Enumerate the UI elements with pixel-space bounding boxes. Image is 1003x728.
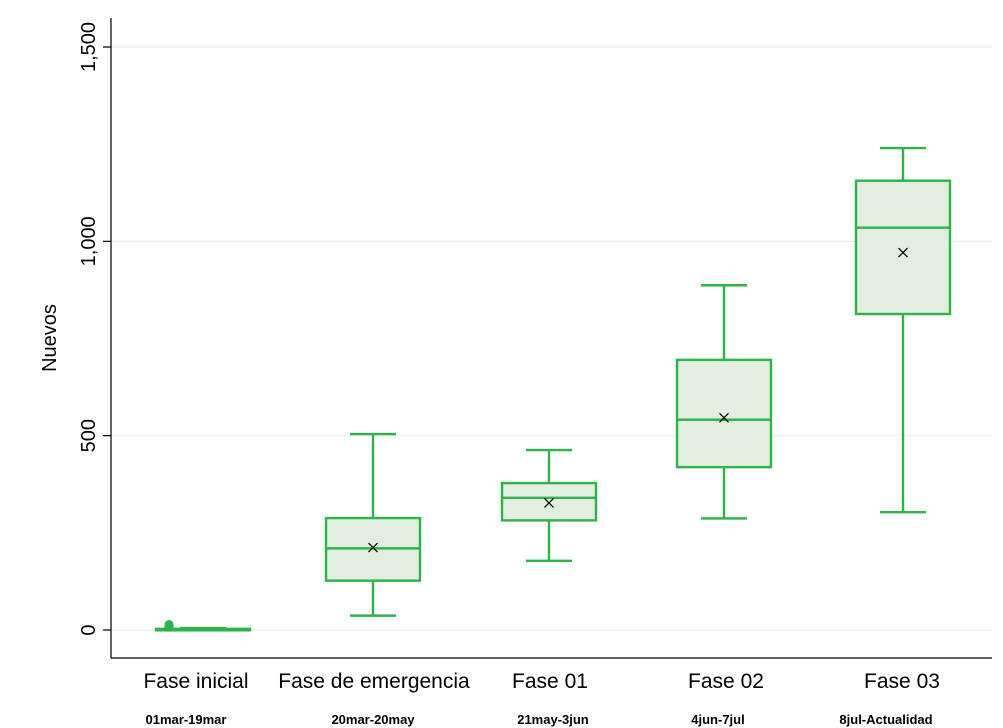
y-tick-label: 1,500 (78, 22, 100, 72)
grid-lines (111, 46, 992, 631)
x-category-label: Fase 03 (864, 670, 940, 693)
mean-marker (544, 497, 554, 508)
box-iqr (854, 179, 952, 316)
x-date-range-label: 21may-3jun (517, 712, 589, 727)
x-axis-labels: Fase inicial Fase de emergencia Fase 01 Fas… (143, 670, 939, 727)
x-date-range-label: 8jul-Actualidad (839, 712, 932, 727)
x-date-range-label: 20mar-20may (331, 712, 415, 727)
x-category-label: Fase de emergencia (278, 670, 470, 693)
y-tick-label: 1,000 (78, 216, 100, 266)
box-3 (500, 448, 598, 563)
box-plot-series (154, 146, 952, 632)
mean-marker (368, 542, 378, 553)
y-tick-label: 0 (78, 624, 100, 635)
x-category-label: Fase 02 (688, 670, 764, 693)
box-iqr (675, 358, 773, 469)
outlier-point (164, 620, 174, 630)
box-4 (675, 284, 773, 520)
x-category-label: Fase inicial (143, 670, 248, 693)
box-5 (854, 146, 952, 514)
y-axis-ticks: 0 500 1,000 1,500 (78, 22, 111, 636)
x-date-range-label: 01mar-19mar (146, 712, 227, 727)
x-category-label: Fase 01 (512, 670, 588, 693)
box-1 (154, 620, 252, 632)
mean-marker (898, 247, 908, 258)
box-2 (324, 432, 422, 617)
x-date-range-label: 4jun-7jul (691, 712, 744, 727)
y-tick-label: 500 (78, 419, 100, 452)
mean-marker (719, 412, 729, 423)
y-axis-title: Nuevos (39, 304, 61, 372)
box-iqr (500, 481, 598, 522)
